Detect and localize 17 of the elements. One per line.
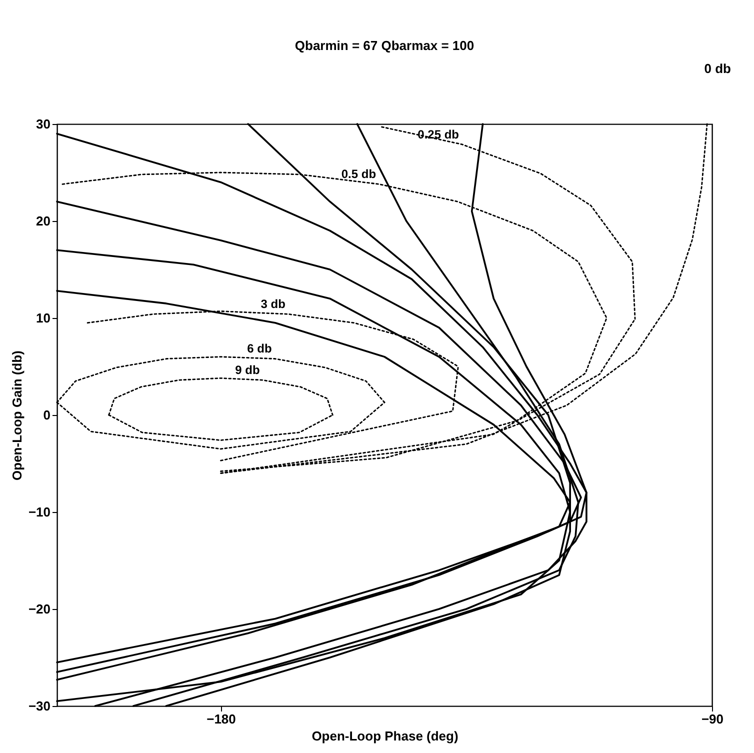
text: 0 db xyxy=(704,61,732,76)
y-tick-label: 10 xyxy=(36,310,50,326)
y-tick-label: 0 xyxy=(43,408,50,422)
annotation: 0.5 db xyxy=(341,167,376,182)
x-axis-title: Open-Loop Phase (deg) xyxy=(312,728,458,744)
annotation: 6 db xyxy=(247,342,272,356)
y-tick-label: 20 xyxy=(36,214,50,228)
y-tick-label: −30 xyxy=(28,698,50,714)
y-tick-label: 30 xyxy=(36,116,50,132)
x-tick-label: −90 xyxy=(701,712,724,726)
y-axis-title: Open-Loop Gain (db) xyxy=(9,350,24,480)
x-tick-label: −180 xyxy=(206,712,236,726)
annotation: 3 db xyxy=(260,297,286,312)
y-tick-label: −10 xyxy=(28,504,50,520)
y-tick-label: −20 xyxy=(28,602,50,616)
annotation: 9 db xyxy=(235,363,260,378)
chart-title: Qbarmin = 67 Qbarmax = 100 xyxy=(294,38,474,53)
